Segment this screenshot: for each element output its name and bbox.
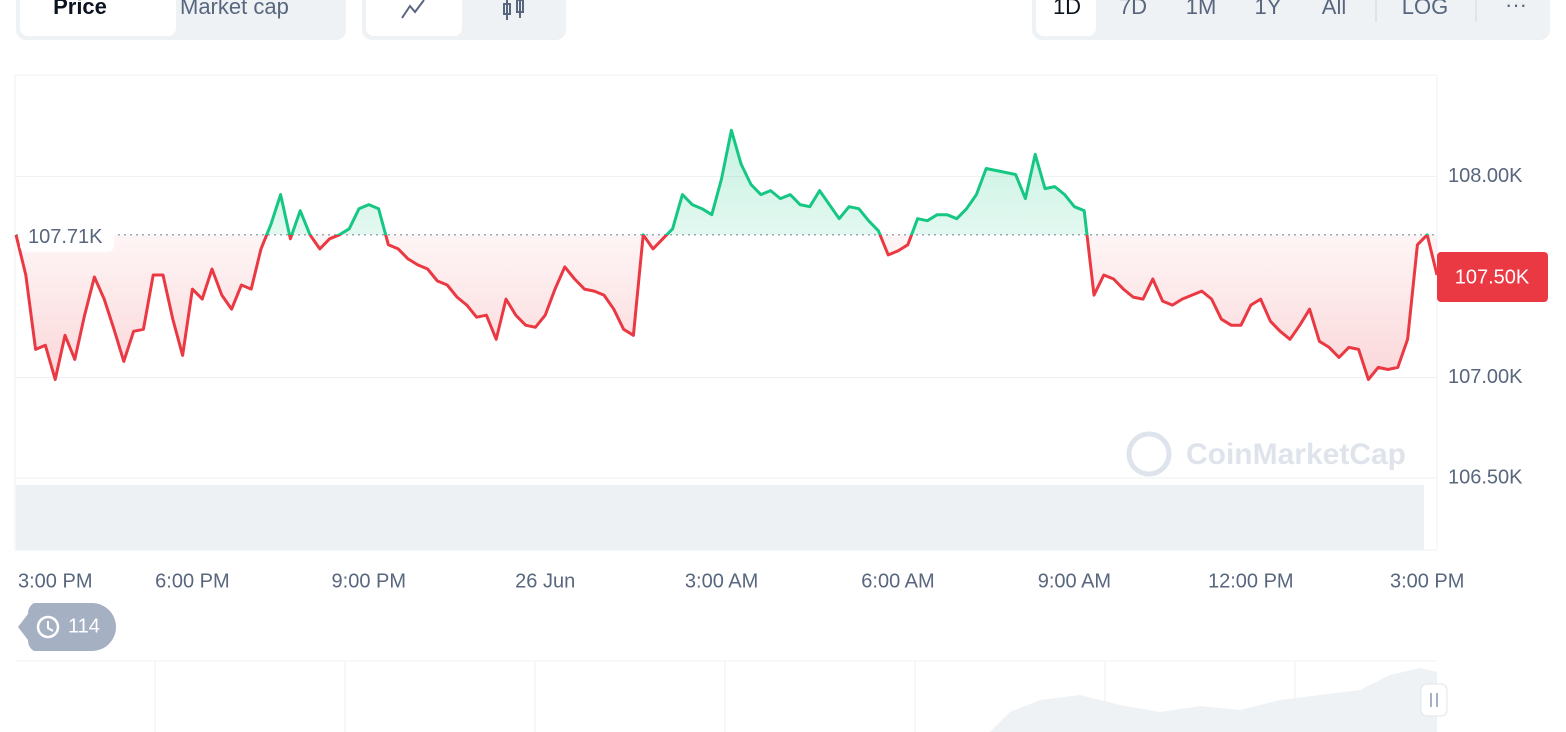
price-area: [16, 130, 1437, 380]
reference-label: 107.71K: [28, 226, 103, 248]
range-button[interactable]: 1M: [1186, 0, 1217, 19]
x-tick-label: 3:00 PM: [18, 570, 92, 592]
x-tick-label: 9:00 PM: [332, 570, 406, 592]
x-tick-label: 3:00 PM: [1390, 570, 1464, 592]
navigator-handle[interactable]: [1420, 683, 1448, 717]
x-tick-label: 6:00 PM: [155, 570, 229, 592]
x-tick-label: 9:00 AM: [1038, 570, 1111, 592]
reference-label-bg: [20, 217, 114, 252]
y-tick-label: 106.50K: [1448, 466, 1523, 488]
history-count[interactable]: 114: [68, 615, 100, 637]
watermark-logo: [1126, 431, 1172, 477]
line-icon: [401, 0, 425, 19]
tab[interactable]: Market cap: [180, 0, 289, 19]
watermark: CoinMarketCap: [1186, 438, 1406, 471]
price-line: [14, 128, 1439, 381]
navigator-area: [990, 668, 1437, 732]
tab-selected[interactable]: [20, 0, 176, 36]
current-price-badge: [1437, 252, 1548, 302]
history-icon-hands: [47, 621, 54, 632]
more-button[interactable]: ···: [1505, 0, 1527, 17]
range-button[interactable]: 7D: [1119, 0, 1147, 19]
log-toggle[interactable]: LOG: [1402, 0, 1448, 19]
x-tick-label: 6:00 AM: [861, 570, 934, 592]
range-button[interactable]: All: [1322, 0, 1346, 19]
tab[interactable]: Price: [53, 0, 107, 19]
volume-area: [16, 485, 1424, 550]
x-tick-label: 12:00 PM: [1208, 570, 1294, 592]
range-button[interactable]: 1Y: [1255, 0, 1282, 19]
history-badge[interactable]: [18, 603, 116, 651]
y-tick-label: 107.00K: [1448, 366, 1523, 388]
range-group: [1032, 0, 1550, 40]
range-button[interactable]: 1D: [1053, 0, 1081, 19]
y-tick-label: 108.00K: [1448, 165, 1523, 187]
candle-icon[interactable]: [503, 0, 524, 20]
x-tick-label: 26 Jun: [515, 570, 575, 592]
line-type-button[interactable]: [366, 0, 462, 36]
history-icon: [36, 615, 60, 639]
x-tick-label: 3:00 AM: [685, 570, 758, 592]
range-selected[interactable]: [1036, 0, 1096, 36]
current-price-label: 107.50K: [1455, 266, 1530, 288]
